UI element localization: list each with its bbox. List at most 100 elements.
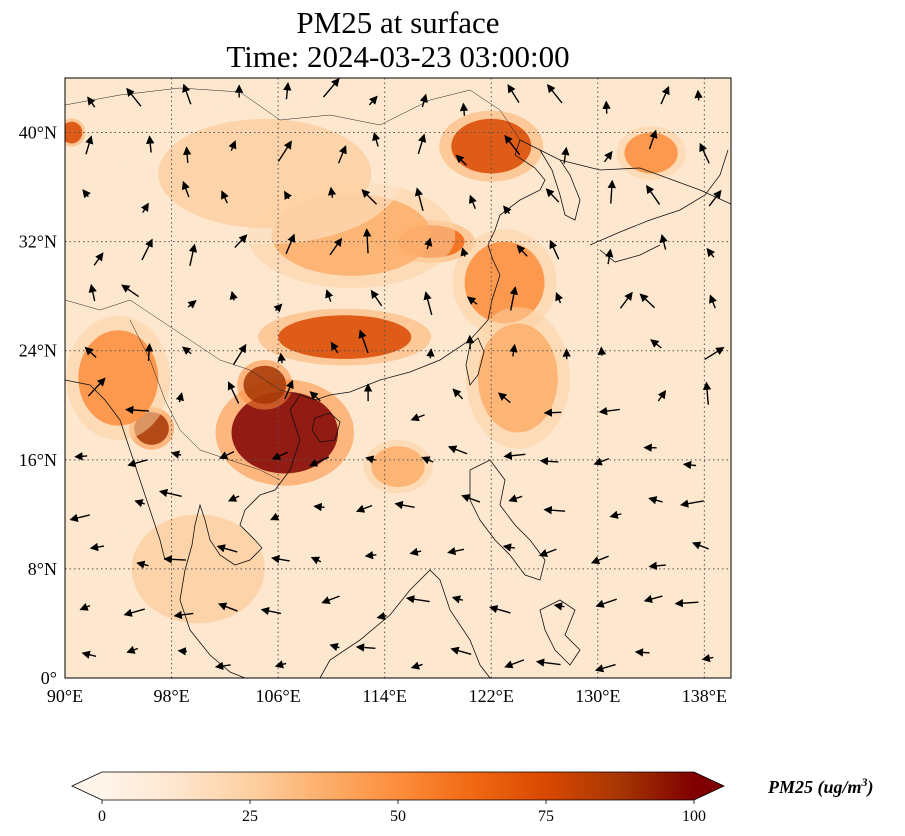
colorbar-tick-label: 100 [682, 808, 706, 825]
wind-arrow [421, 456, 434, 465]
wind-arrow [85, 135, 94, 155]
wind-arrow [187, 300, 197, 309]
wind-arrow [508, 494, 523, 503]
wind-arrow [365, 455, 376, 464]
wind-arrow [694, 89, 703, 101]
wind-arrow [270, 512, 280, 521]
colorbar: 0 25 50 75 100 [71, 771, 725, 825]
lon-tick-label: 138°E [682, 686, 727, 706]
lon-tick-label: 106°E [256, 686, 301, 706]
wind-arrow [645, 184, 661, 205]
wind-arrow [546, 84, 563, 104]
wind-arrow [417, 133, 427, 155]
wind-arrow [504, 659, 525, 669]
wind-arrow [330, 341, 339, 354]
wind-arrow [358, 329, 369, 354]
wind-vectors [69, 78, 725, 673]
wind-arrow [460, 247, 469, 257]
wind-arrow [283, 190, 292, 201]
wind-arrow [701, 653, 714, 663]
pm25-hotspot [371, 446, 425, 488]
wind-arrow [466, 296, 478, 305]
bay-of-bengal-coastline [65, 379, 166, 561]
wind-arrow [277, 140, 292, 162]
wind-arrow [648, 129, 658, 150]
pm25-hotspots [65, 102, 686, 640]
wind-arrow [327, 186, 337, 198]
indochina-coastline [179, 503, 263, 678]
pm25-hotspot [464, 241, 545, 324]
wind-arrow [543, 408, 562, 417]
wind-arrow [605, 248, 614, 265]
wind-arrow [337, 145, 347, 164]
wind-arrow [146, 135, 155, 153]
wind-arrow [603, 150, 613, 163]
wind-arrow [283, 82, 292, 100]
wind-arrow [674, 598, 699, 608]
wind-arrow [549, 239, 560, 260]
wind-arrow [89, 542, 105, 552]
wind-arrow [509, 286, 518, 311]
wind-arrow [355, 504, 373, 513]
wind-arrow [424, 237, 433, 250]
wind-arrow [459, 102, 469, 116]
wind-arrow [141, 238, 153, 261]
wind-arrow [170, 450, 182, 459]
wind-arrow [423, 291, 433, 316]
wind-arrow [702, 381, 712, 405]
pm25-hotspot [78, 330, 159, 426]
wind-arrow [507, 84, 520, 103]
wind-arrow [218, 451, 235, 460]
wind-arrow [140, 202, 149, 213]
wind-arrow [468, 194, 477, 210]
wind-arrow [372, 131, 381, 147]
wind-arrow [273, 303, 283, 313]
wind-arrow [535, 658, 561, 667]
wind-arrow [708, 189, 722, 207]
colorbar-gradient [102, 772, 694, 800]
lat-tick-label: 0° [41, 668, 57, 688]
lon-tick-label: 114°E [362, 686, 407, 706]
wind-arrow [545, 188, 560, 203]
wind-arrow [634, 648, 650, 657]
wind-arrow [504, 134, 521, 156]
wind-arrow [74, 452, 88, 461]
wind-arrow [461, 494, 481, 503]
wind-arrow [79, 602, 91, 611]
wind-arrow [704, 347, 725, 361]
wind-arrow [539, 457, 559, 466]
wind-arrow [553, 602, 565, 611]
wind-arrow [88, 283, 97, 302]
wind-arrow [232, 343, 247, 365]
wind-arrow [123, 608, 145, 617]
wind-arrow [619, 291, 633, 309]
coastlines [65, 139, 731, 678]
wind-arrow [706, 247, 715, 258]
hainan-coastline [311, 412, 341, 443]
wind-arrow [136, 560, 149, 569]
map-frame [64, 77, 732, 679]
lat-tick-label: 8°N [28, 559, 57, 579]
wind-arrow [158, 488, 182, 498]
wind-arrow [679, 499, 704, 508]
wind-arrow [182, 83, 192, 105]
wind-arrow [455, 154, 467, 166]
wind-arrow [175, 392, 184, 403]
wind-arrow [214, 661, 231, 671]
lon-tick-label: 130°E [575, 686, 620, 706]
wind-arrow [308, 456, 330, 467]
china-coastline [239, 139, 731, 549]
wind-arrow [182, 346, 192, 355]
border-indochina [129, 319, 281, 481]
wind-arrow [121, 284, 140, 298]
wind-arrow [87, 377, 106, 397]
wind-arrow [271, 555, 290, 564]
wind-arrow [134, 499, 145, 508]
wind-arrow [489, 605, 511, 614]
wind-arrow [177, 647, 188, 656]
wind-arrow [163, 555, 186, 564]
wind-arrow [503, 451, 526, 460]
wind-arrow [144, 343, 154, 361]
pm25-hotspot [477, 323, 558, 433]
